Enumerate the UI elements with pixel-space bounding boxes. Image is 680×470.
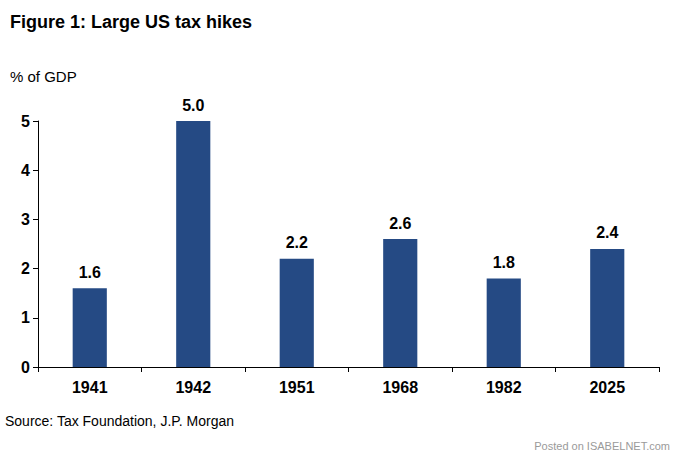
svg-text:1: 1 bbox=[21, 309, 30, 326]
svg-text:5: 5 bbox=[21, 113, 30, 130]
svg-text:0: 0 bbox=[21, 359, 30, 376]
svg-text:1.6: 1.6 bbox=[79, 264, 101, 281]
svg-text:Posted on ISABELNET.com: Posted on ISABELNET.com bbox=[534, 440, 670, 452]
svg-text:2: 2 bbox=[21, 260, 30, 277]
svg-text:% of GDP: % of GDP bbox=[10, 68, 77, 85]
svg-text:3: 3 bbox=[21, 211, 30, 228]
svg-text:2.6: 2.6 bbox=[389, 215, 411, 232]
svg-text:1951: 1951 bbox=[279, 379, 315, 396]
svg-text:1.8: 1.8 bbox=[493, 254, 515, 271]
svg-text:1968: 1968 bbox=[382, 379, 418, 396]
svg-text:1941: 1941 bbox=[72, 379, 108, 396]
svg-text:2025: 2025 bbox=[589, 379, 625, 396]
svg-text:Figure 1: Large US tax hikes: Figure 1: Large US tax hikes bbox=[10, 12, 252, 32]
svg-text:4: 4 bbox=[21, 162, 30, 179]
svg-text:Source: Tax Foundation, J.P. M: Source: Tax Foundation, J.P. Morgan bbox=[5, 413, 234, 429]
svg-text:2.4: 2.4 bbox=[596, 224, 618, 241]
svg-text:1982: 1982 bbox=[486, 379, 522, 396]
svg-text:2.2: 2.2 bbox=[286, 234, 308, 251]
svg-text:5.0: 5.0 bbox=[182, 97, 204, 114]
svg-text:1942: 1942 bbox=[175, 379, 211, 396]
